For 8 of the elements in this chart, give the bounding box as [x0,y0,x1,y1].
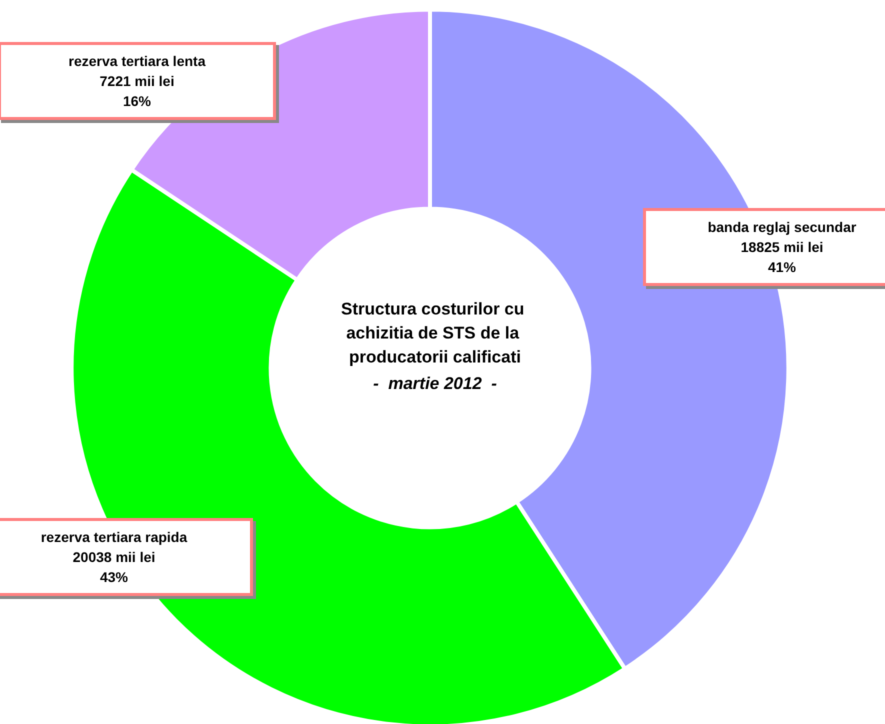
text: - martie 2012 - [373,374,498,393]
data-label: 20038 mii lei 43% [72,549,156,585]
data-label: 18825 mii lei 41% [740,239,824,275]
text: Structura costurilor cu achizitia de STS de la producatorii calificati [341,300,529,366]
slice-label: banda reglaj secundar [708,219,857,235]
slice-label: rezerva tertiara lenta [68,53,206,69]
slice-label: rezerva tertiara rapida [40,529,188,545]
data-label: 7221 mii lei 16% [100,73,174,109]
